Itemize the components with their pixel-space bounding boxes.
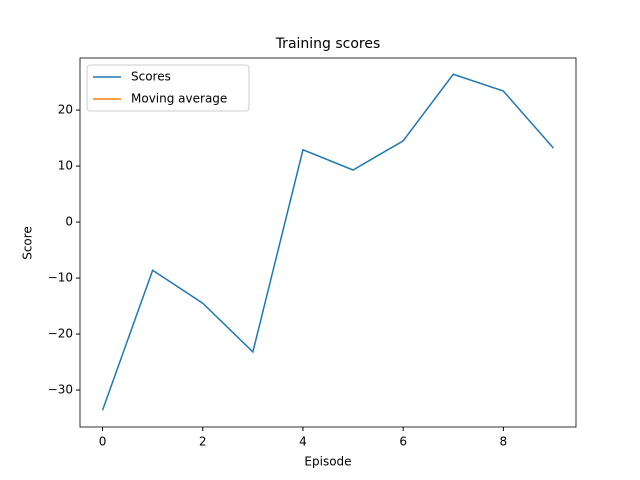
y-tick-label: −20 bbox=[48, 327, 73, 341]
x-tick-label: 6 bbox=[399, 435, 407, 449]
y-tick-label: 20 bbox=[58, 103, 73, 117]
x-tick-label: 4 bbox=[299, 435, 307, 449]
y-tick-label: −30 bbox=[48, 383, 73, 397]
y-tick-label: 0 bbox=[65, 215, 73, 229]
x-tick-label: 0 bbox=[99, 435, 107, 449]
x-tick-label: 8 bbox=[500, 435, 508, 449]
x-tick-label: 2 bbox=[199, 435, 207, 449]
plot-frame bbox=[79, 57, 577, 428]
y-tick-label: −10 bbox=[48, 271, 73, 285]
legend-label: Moving average bbox=[131, 92, 227, 106]
line-series bbox=[101, 73, 555, 411]
chart-title: Training scores bbox=[275, 36, 381, 52]
legend-label: Scores bbox=[131, 70, 171, 84]
x-axis-label: Episode bbox=[304, 455, 351, 469]
y-axis-label: Score bbox=[21, 226, 35, 260]
legend-box bbox=[86, 64, 250, 112]
y-tick-label: 10 bbox=[58, 159, 73, 173]
